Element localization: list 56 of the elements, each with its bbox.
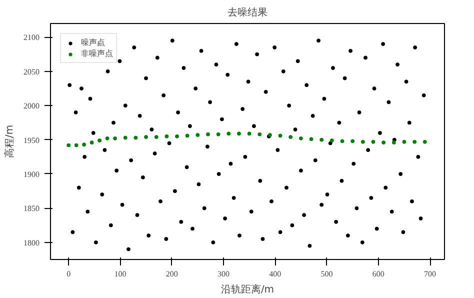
point (98, 138, 102, 142)
legend-label: 非噪声点 (81, 48, 113, 59)
point (82, 142, 86, 147)
x-tick-label: 100 (114, 270, 126, 278)
point (247, 132, 252, 136)
point (422, 140, 427, 144)
point (278, 134, 282, 138)
x-tick-label: 200 (166, 270, 178, 278)
y-tick-label: 2100 (24, 33, 40, 42)
x-tick-label: 300 (217, 270, 230, 278)
x-tick-label: 400 (269, 270, 282, 278)
point (288, 135, 293, 140)
point (90, 140, 94, 145)
x-tick-label: 700 (424, 270, 436, 278)
x-tick-label: 0 (66, 270, 71, 278)
point (412, 140, 417, 144)
y-tick-label: 1950 (24, 136, 40, 145)
point (144, 135, 148, 140)
point (360, 140, 365, 144)
x-axis-title: 沿轨距离/m (220, 284, 274, 296)
point (340, 139, 344, 144)
point (258, 132, 262, 136)
point (105, 136, 110, 140)
point (236, 132, 241, 136)
x-tick-label: 500 (320, 270, 333, 278)
y-tick-label: 1900 (24, 170, 40, 179)
y-tick-label: 2000 (24, 102, 40, 111)
point (371, 140, 376, 144)
y-axis-title: 高程/m (4, 124, 16, 158)
y-tick-label: 1850 (24, 204, 40, 214)
point (350, 139, 355, 144)
point (175, 134, 180, 138)
chart-title: 去噪结果 (228, 6, 268, 18)
x-tick-label: 600 (372, 270, 384, 278)
point (74, 143, 78, 148)
point (196, 133, 200, 137)
point (402, 140, 406, 144)
point (309, 137, 314, 142)
point (123, 136, 128, 140)
point (298, 136, 303, 140)
y-tick-label: 1800 (24, 238, 40, 248)
point (154, 135, 158, 140)
point (206, 132, 210, 136)
point (164, 134, 169, 138)
point (113, 136, 118, 140)
point (392, 140, 396, 145)
point (134, 136, 138, 140)
point (216, 132, 220, 136)
point (320, 138, 324, 142)
point (382, 140, 386, 145)
point (66, 143, 71, 148)
point (226, 132, 231, 136)
legend-label: 噪声点 (81, 37, 105, 48)
y-tick-label: 2050 (24, 67, 40, 76)
point (330, 138, 334, 142)
point (185, 134, 190, 138)
